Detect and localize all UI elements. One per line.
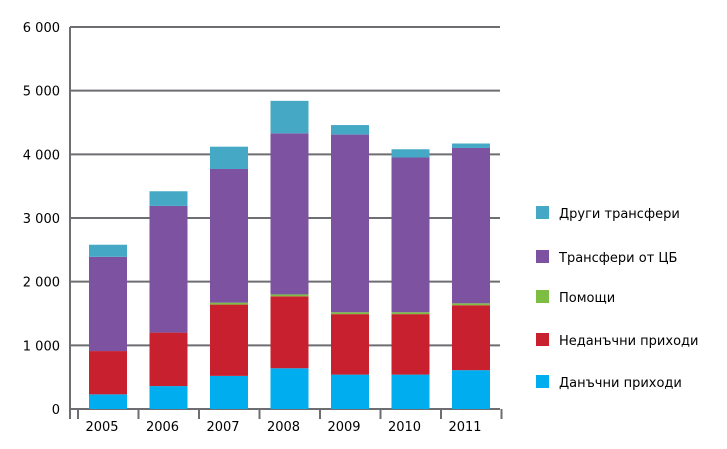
x-tick-label: 2006 — [146, 420, 179, 435]
x-tick-label: 2009 — [327, 420, 360, 435]
bar-2005-series-3 — [89, 256, 127, 352]
bar-2009-series-4 — [331, 125, 369, 135]
bar-2007-series-0 — [210, 375, 248, 409]
bar-2011-series-3 — [452, 147, 490, 304]
bar-2008-series-1 — [270, 296, 309, 369]
bar-2009-series-0 — [331, 374, 369, 409]
bar-2007-series-3 — [210, 168, 248, 303]
bar-2010-series-2 — [391, 312, 430, 315]
bar-2011-series-1 — [452, 305, 490, 371]
x-tick-label: 2008 — [267, 420, 300, 435]
x-tick-label: 2005 — [85, 420, 118, 435]
legend-label: Други трансфери — [559, 207, 680, 222]
bar-2005-series-0 — [89, 394, 127, 409]
bar-2009-series-3 — [331, 134, 369, 313]
x-tick-label: 2011 — [448, 420, 481, 435]
y-tick-label: 3 000 — [23, 212, 60, 227]
bar-2007-series-4 — [210, 146, 248, 169]
y-axis-tick-labels: 0 1 000 2 000 3 000 4 000 5 000 6 000 — [23, 21, 60, 418]
bar-2006-series-4 — [149, 191, 188, 206]
x-tick-label: 2007 — [206, 420, 239, 435]
legend-label: Трансфери от ЦБ — [558, 251, 677, 266]
bar-2011-series-4 — [452, 143, 490, 148]
legend-label: Данъчни приходи — [559, 376, 682, 391]
bar-2007-series-2 — [210, 302, 248, 305]
y-tick-label: 4 000 — [23, 148, 60, 163]
bar-2007-series-1 — [210, 304, 248, 376]
bar-2005-series-1 — [89, 351, 127, 395]
bar-2008-series-4 — [270, 100, 309, 134]
bar-2010-series-3 — [391, 157, 430, 313]
bar-2006-series-1 — [149, 332, 188, 387]
bar-2011-series-2 — [452, 303, 490, 306]
bar-2008-series-0 — [270, 368, 309, 409]
y-tick-label: 1 000 — [23, 339, 60, 354]
legend-swatch-0 — [536, 375, 549, 388]
legend: Други трансфери Трансфери от ЦБ Помощи Неда… — [536, 206, 698, 391]
bar-2006-series-3 — [149, 205, 188, 333]
bars — [89, 100, 490, 409]
y-tick-label: 0 — [52, 403, 60, 418]
x-tick-label: 2010 — [388, 420, 421, 435]
bar-2008-series-3 — [270, 133, 309, 295]
bar-2010-series-0 — [391, 374, 430, 409]
bar-2006-series-0 — [149, 386, 188, 409]
bar-2005-series-4 — [89, 244, 127, 257]
bar-2010-series-4 — [391, 149, 430, 158]
bar-2009-series-1 — [331, 314, 369, 375]
legend-swatch-1 — [536, 333, 549, 346]
legend-swatch-2 — [536, 290, 549, 303]
y-tick-label: 6 000 — [23, 21, 60, 36]
legend-swatch-4 — [536, 206, 549, 219]
legend-swatch-3 — [536, 250, 549, 263]
legend-label: Неданъчни приходи — [559, 334, 698, 349]
bar-2009-series-2 — [331, 312, 369, 315]
bar-2011-series-0 — [452, 370, 490, 409]
bar-2008-series-2 — [270, 294, 309, 297]
x-axis-tick-labels: 2005 2006 2007 2008 2009 2010 2011 — [77, 409, 503, 435]
legend-label: Помощи — [559, 291, 615, 306]
y-tick-label: 2 000 — [23, 276, 60, 291]
y-tick-label: 5 000 — [23, 85, 60, 100]
bar-2010-series-1 — [391, 314, 430, 375]
